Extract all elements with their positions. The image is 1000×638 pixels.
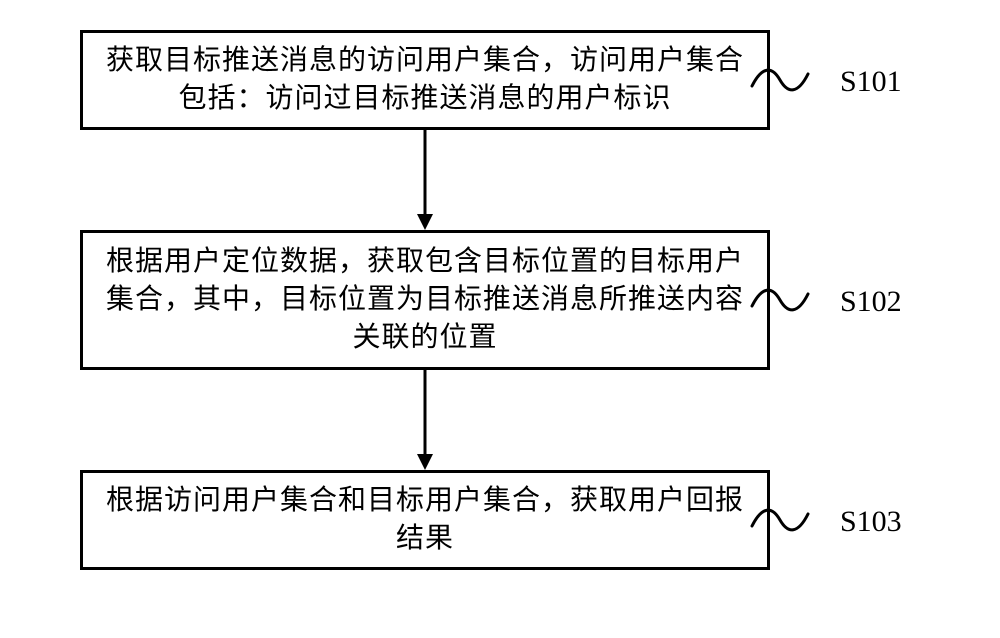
flow-node-s103: 根据访问用户集合和目标用户集合，获取用户回报结果 xyxy=(80,470,770,570)
flow-node-text: 获取目标推送消息的访问用户集合，访问用户集合包括：访问过目标推送消息的用户标识 xyxy=(101,42,749,118)
flow-node-text: 根据访问用户集合和目标用户集合，获取用户回报结果 xyxy=(101,482,749,558)
flow-node-label-s102: S102 xyxy=(840,285,902,319)
flow-node-label-s101: S101 xyxy=(840,65,902,99)
flowchart-canvas: 获取目标推送消息的访问用户集合，访问用户集合包括：访问过目标推送消息的用户标识 S… xyxy=(0,0,1000,638)
flow-node-s102: 根据用户定位数据，获取包含目标位置的目标用户集合，其中，目标位置为目标推送消息所… xyxy=(80,230,770,370)
flow-node-label-s103: S103 xyxy=(840,505,902,539)
flow-node-text: 根据用户定位数据，获取包含目标位置的目标用户集合，其中，目标位置为目标推送消息所… xyxy=(101,243,749,356)
flow-edge-s101-s102 xyxy=(415,130,435,230)
flow-edge-s102-s103 xyxy=(415,370,435,470)
flow-node-s101: 获取目标推送消息的访问用户集合，访问用户集合包括：访问过目标推送消息的用户标识 xyxy=(80,30,770,130)
